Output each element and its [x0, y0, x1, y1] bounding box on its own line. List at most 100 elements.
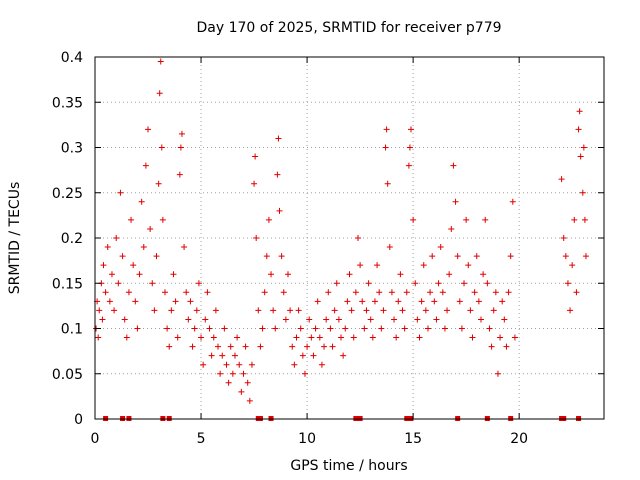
data-point [145, 126, 152, 133]
data-point [579, 189, 586, 196]
data-point [391, 316, 398, 323]
data-point [130, 262, 137, 269]
y-tick-label: 0.25 [52, 186, 83, 202]
data-point [416, 334, 423, 341]
data-point [439, 289, 446, 296]
data-point [161, 289, 168, 296]
data-point [252, 153, 259, 160]
data-point [497, 334, 504, 341]
data-point [386, 244, 393, 251]
data-point [181, 244, 188, 251]
data-point [575, 126, 582, 133]
data-point [193, 307, 200, 314]
data-point [278, 253, 285, 260]
data-point [316, 334, 323, 341]
data-points [93, 58, 589, 404]
data-point [446, 271, 453, 278]
data-point [414, 316, 421, 323]
data-point [452, 198, 459, 205]
data-point [482, 216, 489, 223]
data-point [136, 271, 143, 278]
data-point [562, 253, 569, 260]
x-tick-labels: 0 5 10 15 20 [91, 431, 529, 447]
data-point [261, 289, 268, 296]
data-point [325, 289, 332, 296]
data-point [158, 144, 165, 151]
data-point [223, 361, 230, 368]
data-point [221, 325, 228, 332]
data-point [424, 325, 431, 332]
data-point [115, 280, 122, 287]
data-point [263, 253, 270, 260]
data-point [156, 90, 163, 97]
y-tick-label: 0.4 [61, 50, 83, 66]
axis-ticks [94, 56, 604, 420]
data-point [157, 58, 164, 65]
data-point [435, 280, 442, 287]
data-point [164, 325, 171, 332]
data-point [582, 253, 589, 260]
data-point [132, 298, 139, 305]
y-tick-labels: 0 0.05 0.1 0.15 0.2 0.25 0.3 0.35 0.4 [52, 50, 83, 428]
data-point [484, 280, 491, 287]
data-point [255, 307, 262, 314]
y-tick-label: 0.1 [61, 322, 83, 338]
data-point [219, 352, 226, 359]
data-point [257, 343, 264, 350]
data-point [244, 379, 251, 386]
data-point [401, 325, 408, 332]
data-point [371, 298, 378, 305]
data-point [581, 216, 588, 223]
data-point [251, 180, 258, 187]
data-point [450, 162, 457, 169]
data-point [306, 316, 313, 323]
data-point [427, 289, 434, 296]
data-point [155, 180, 162, 187]
data-point [399, 307, 406, 314]
data-point [342, 325, 349, 332]
data-point [170, 271, 177, 278]
data-point [191, 325, 198, 332]
x-tick-label: 10 [298, 431, 316, 447]
data-point [380, 307, 387, 314]
data-point [441, 325, 448, 332]
data-point [422, 307, 429, 314]
data-point [293, 334, 300, 341]
data-point [331, 307, 338, 314]
data-point [486, 325, 493, 332]
data-point [240, 370, 247, 377]
data-point [236, 361, 243, 368]
data-point [490, 307, 497, 314]
data-point [469, 334, 476, 341]
x-tick-label: 5 [197, 431, 206, 447]
data-point [352, 289, 359, 296]
data-point [327, 325, 334, 332]
data-point [149, 280, 156, 287]
data-point [265, 216, 272, 223]
data-point [198, 334, 205, 341]
data-point [475, 298, 482, 305]
data-point [113, 235, 120, 241]
data-point [488, 343, 495, 350]
data-point [463, 216, 470, 223]
data-point [503, 343, 510, 350]
data-point [108, 271, 115, 278]
data-point [357, 262, 364, 269]
data-point [456, 298, 463, 305]
data-point [166, 343, 173, 350]
data-point [104, 244, 111, 251]
data-point [102, 289, 109, 296]
y-tick-label: 0.05 [52, 367, 83, 383]
data-point [454, 253, 461, 260]
data-point [577, 153, 584, 160]
data-point [403, 289, 410, 296]
data-point [384, 180, 391, 187]
y-axis-label: SRMTID / TECUs [7, 182, 23, 295]
data-point [172, 298, 179, 305]
data-point [471, 289, 478, 296]
data-point [467, 307, 474, 314]
data-point [321, 343, 328, 350]
data-point [397, 271, 404, 278]
data-point [217, 370, 224, 377]
y-tick-label: 0.2 [61, 231, 83, 247]
